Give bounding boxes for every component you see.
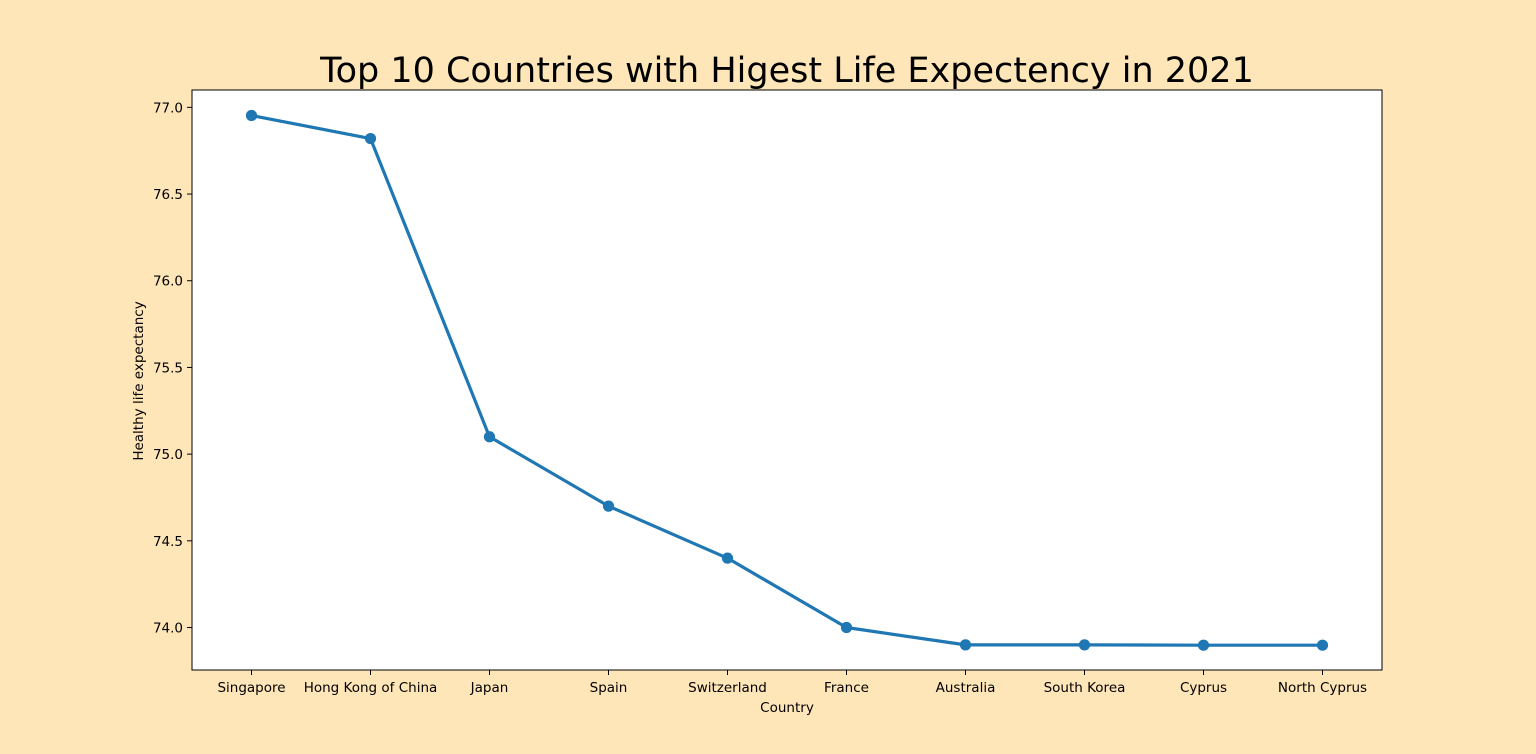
x-tick-label: Australia <box>936 680 996 696</box>
data-point-5[interactable] <box>840 621 853 634</box>
y-tick-label: 74.0 <box>153 621 183 637</box>
y-tick-label: 76.0 <box>153 274 183 290</box>
data-point-0[interactable] <box>245 109 258 122</box>
y-tick-label: 76.5 <box>153 187 183 203</box>
y-tick-label: 74.5 <box>153 534 183 550</box>
x-tick-label: South Korea <box>1044 680 1126 696</box>
chart-title: Top 10 Countries with Higest Life Expect… <box>319 51 1254 91</box>
x-tick-label: Spain <box>590 680 628 696</box>
data-point-4[interactable] <box>721 552 734 564</box>
x-axis-ticks: Singapore Hong Kong of China Japan Spain Swi… <box>217 670 1367 696</box>
data-point-9[interactable] <box>1316 639 1329 651</box>
y-tick-label: 77.0 <box>153 100 183 116</box>
data-point-6[interactable] <box>959 639 972 651</box>
data-point-3[interactable] <box>602 500 615 512</box>
x-tick-label: Singapore <box>217 680 285 696</box>
y-axis-ticks: 74.0 74.5 75.0 75.5 76.0 76.5 77.0 <box>153 100 192 637</box>
x-tick-label: Japan <box>470 680 509 696</box>
data-point-8[interactable] <box>1197 639 1210 651</box>
x-axis-label: Country <box>760 700 814 716</box>
x-tick-label: Switzerland <box>688 680 767 696</box>
data-point-2[interactable] <box>483 431 496 443</box>
x-tick-label: Hong Kong of China <box>304 680 438 696</box>
x-tick-label: North Cyprus <box>1278 680 1367 696</box>
x-tick-label: France <box>824 680 869 696</box>
y-tick-label: 75.0 <box>153 447 183 463</box>
x-tick-label: Cyprus <box>1180 680 1227 696</box>
series-line <box>251 113 1323 647</box>
data-point-1[interactable] <box>364 132 377 145</box>
data-series <box>245 109 1329 651</box>
data-point-7[interactable] <box>1078 639 1091 651</box>
y-tick-label: 75.5 <box>153 360 183 376</box>
plot-area <box>191 89 1383 671</box>
y-axis-label: Healthy life expectancy <box>131 301 147 460</box>
